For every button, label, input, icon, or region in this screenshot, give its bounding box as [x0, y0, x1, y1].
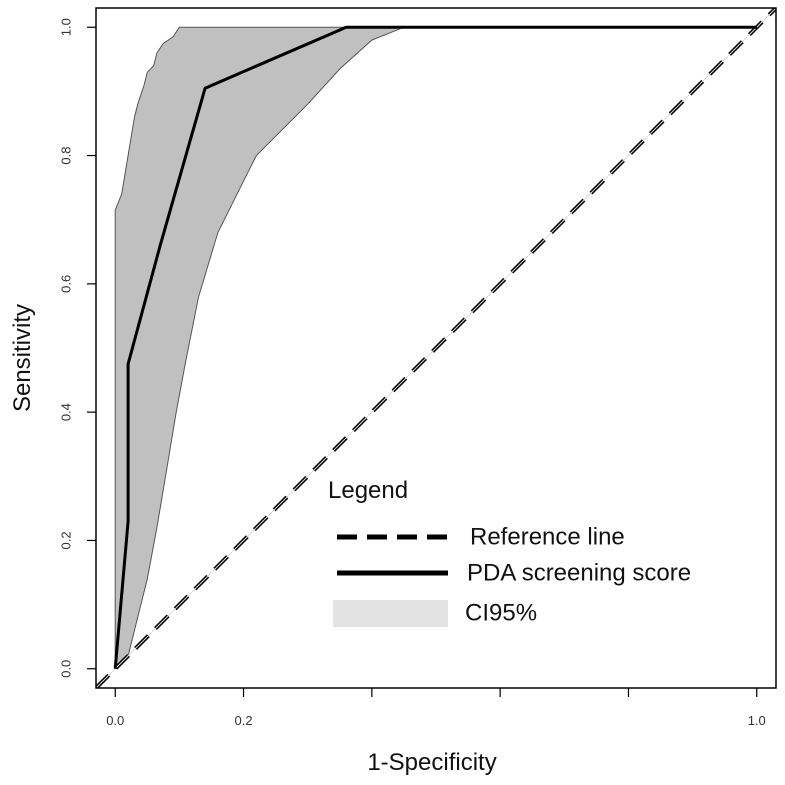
plot-frame	[95, 7, 777, 689]
y-tick-label: 0.0	[59, 660, 74, 678]
y-tick-label: 1.0	[59, 18, 74, 36]
x-axis-title: 1-Specificity	[367, 749, 496, 776]
legend-label-pda-screening-score: PDA screening score	[467, 560, 691, 587]
y-tick-label: 0.6	[59, 275, 74, 293]
x-axis: 0.0 0.2 1.0	[106, 688, 766, 728]
legend-swatch-ci95	[333, 600, 448, 627]
legend-label-reference-line: Reference line	[470, 524, 625, 551]
y-axis-title: Sensitivity	[9, 304, 36, 412]
x-tick-label: 0.2	[235, 713, 253, 728]
y-tick-label: 0.8	[59, 147, 74, 165]
legend-title: Legend	[328, 477, 408, 504]
x-tick-label: 1.0	[748, 713, 766, 728]
y-axis: 0.0 0.2 0.4 0.6 0.8 1.0	[59, 18, 96, 678]
legend-label-ci95: CI95%	[465, 600, 537, 627]
reference-line-center	[96, 8, 776, 688]
legend: Legend Reference line PDA screening scor…	[328, 477, 691, 627]
x-tick-label: 0.0	[106, 713, 124, 728]
y-tick-label: 0.2	[59, 531, 74, 549]
pda-screening-score-line	[113, 25, 757, 669]
y-tick-label: 0.4	[59, 403, 74, 421]
